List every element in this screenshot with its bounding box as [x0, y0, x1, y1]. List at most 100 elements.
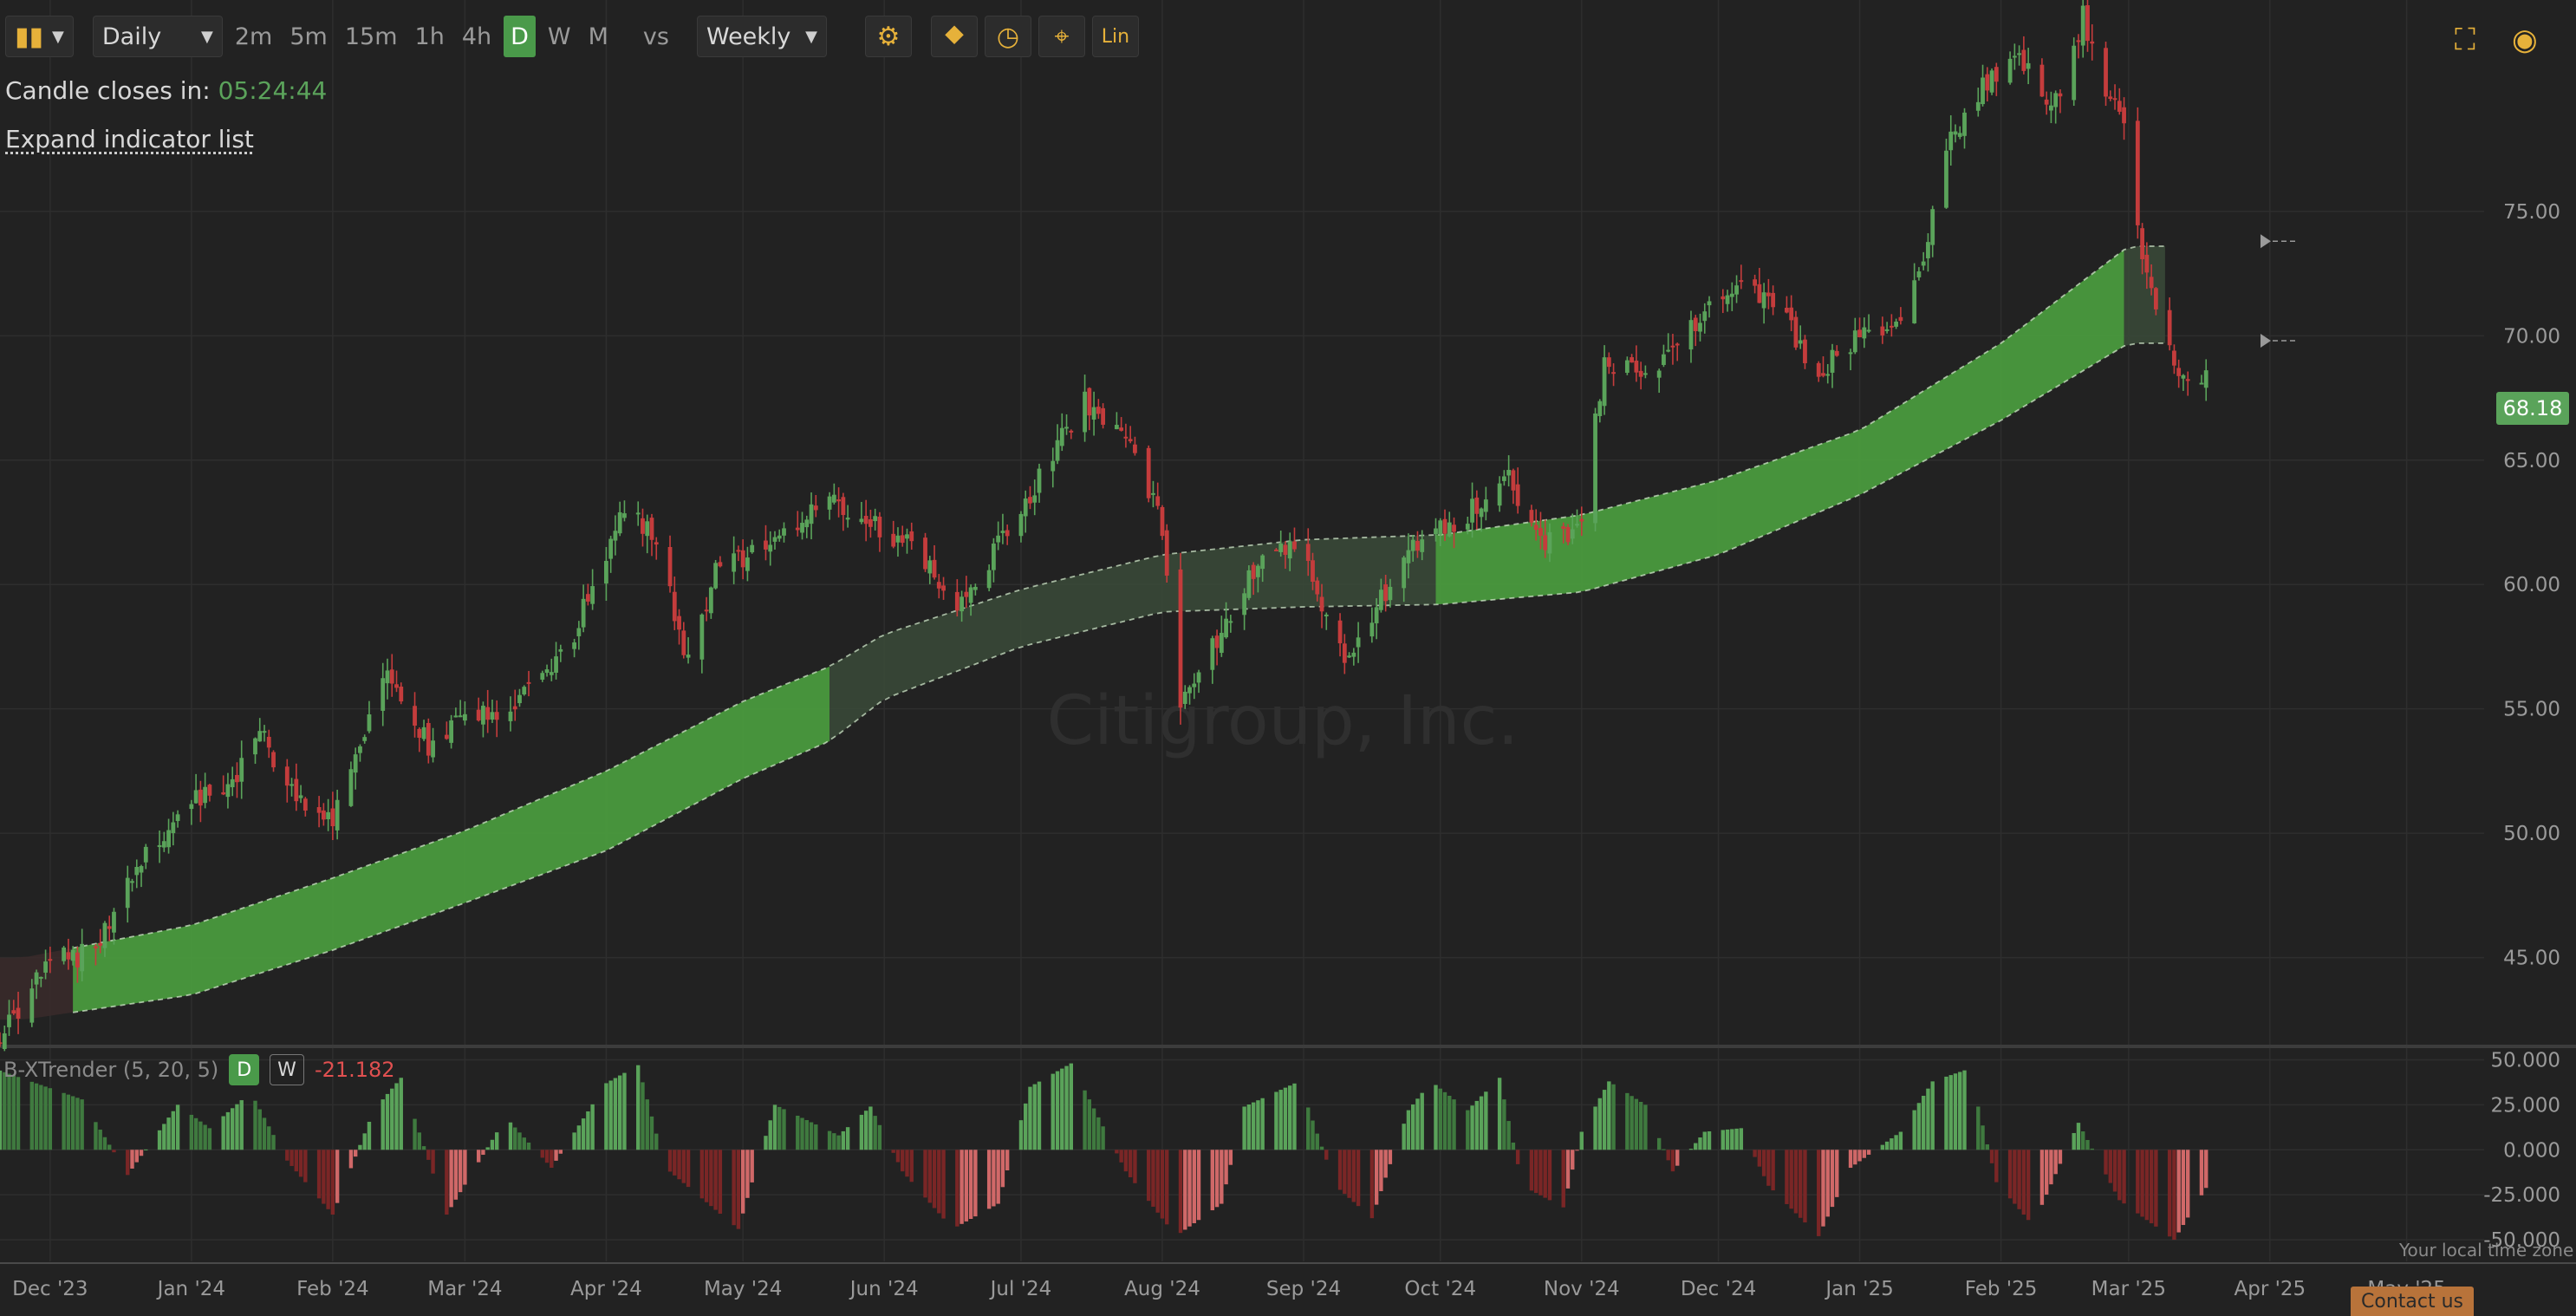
- oscillator-bar: [3, 1072, 7, 1150]
- x-tick-label: Apr '25: [2234, 1278, 2306, 1300]
- oscillator-bar: [544, 1150, 550, 1163]
- oscillator-bar: [417, 1132, 422, 1150]
- oscillator-bar: [1862, 1150, 1867, 1158]
- oscillator-bar: [481, 1150, 485, 1156]
- candle-body: [1192, 683, 1197, 687]
- oscillator-bar: [604, 1083, 608, 1150]
- timeframe-w[interactable]: W: [547, 23, 571, 50]
- oscillator-bar: [80, 1099, 84, 1150]
- timeframe-m[interactable]: M: [588, 23, 608, 50]
- oscillator-bar: [814, 1124, 818, 1150]
- oscillator-bar: [230, 1108, 235, 1150]
- candle-body: [1410, 539, 1415, 551]
- oscillator-bar: [1064, 1065, 1069, 1150]
- oscillator-bar: [239, 1100, 244, 1150]
- last-price-tag: 68.18: [2496, 392, 2569, 425]
- timeframe-4h[interactable]: 4h: [461, 23, 492, 50]
- oscillator-bar: [1789, 1150, 1793, 1209]
- candle-body: [330, 808, 335, 827]
- axes: 45.00 50.00 55.00 60.00 65.00 70.00 75.00 50.00…: [12, 201, 2560, 1300]
- indicators-button[interactable]: ⯁: [930, 16, 978, 57]
- oscillator-bar: [1151, 1150, 1155, 1207]
- candle-body: [1260, 555, 1265, 570]
- oscillator-bar: [964, 1150, 969, 1222]
- candle-body: [1101, 407, 1106, 425]
- oscillator-bar: [1055, 1071, 1060, 1150]
- candle-body: [1511, 470, 1516, 491]
- candle-body: [795, 527, 800, 531]
- candle-body: [959, 596, 964, 612]
- expand-indicator-link[interactable]: Expand indicator list: [5, 125, 254, 153]
- gear-icon: ⚙: [876, 21, 901, 52]
- candle-body: [1228, 621, 1233, 623]
- oscillator-bar: [2149, 1150, 2154, 1224]
- candle-body: [2153, 288, 2158, 309]
- oscillator-bar: [2172, 1150, 2176, 1241]
- oscillator-bar: [1670, 1150, 1675, 1172]
- candle-body: [66, 952, 71, 960]
- candle-body: [284, 766, 289, 786]
- candle-body: [207, 785, 212, 796]
- candle-body: [16, 1007, 21, 1020]
- crosshair-button[interactable]: ⌖: [1038, 16, 1085, 57]
- fullscreen-icon: ⛶: [2455, 23, 2475, 57]
- oscillator-bar: [2026, 1150, 2031, 1221]
- oscillator-bar: [572, 1132, 576, 1150]
- candle-body: [112, 911, 116, 933]
- oscillator-bar: [198, 1121, 203, 1150]
- candle-body: [2104, 48, 2108, 97]
- oscillator-bar: [1962, 1070, 1967, 1150]
- snapshot-button[interactable]: ◉: [2512, 23, 2538, 57]
- oscillator-bar: [2104, 1150, 2108, 1175]
- scale-button[interactable]: Lin: [1091, 16, 1139, 57]
- replay-button[interactable]: ◷: [984, 16, 1031, 57]
- y-tick-label: 75.00: [2503, 201, 2560, 224]
- candle-body: [517, 694, 522, 704]
- oscillator-bar: [162, 1124, 166, 1150]
- candle-body: [257, 731, 263, 742]
- interval-select[interactable]: Daily ▼: [92, 16, 223, 57]
- timeframe-d[interactable]: D: [504, 16, 536, 57]
- oscillator-bar: [681, 1150, 686, 1183]
- timeframe-5m[interactable]: 5m: [289, 23, 328, 50]
- oscillator-bar: [1793, 1150, 1799, 1214]
- candle-body: [7, 1014, 11, 1027]
- level-marker-arrow: [2261, 234, 2271, 249]
- indicator-d-button[interactable]: D: [229, 1054, 260, 1085]
- oscillator-bar: [1771, 1150, 1775, 1191]
- candle-body: [175, 814, 180, 822]
- candle-body: [1064, 427, 1069, 429]
- compare-select[interactable]: Weekly ▼: [696, 16, 827, 57]
- oscillator-bar: [1688, 1149, 1694, 1150]
- candle-body: [1547, 531, 1552, 554]
- chart-type-selector[interactable]: ▮▮ ▼: [5, 16, 74, 57]
- timeframe-1h[interactable]: 1h: [414, 23, 445, 50]
- candle-body: [203, 786, 208, 804]
- cloud-segment: [73, 666, 830, 1013]
- oscillator-bar: [901, 1150, 905, 1172]
- timeframe-15m[interactable]: 15m: [344, 23, 398, 50]
- candle-body: [1830, 349, 1835, 373]
- candle-body: [964, 591, 969, 597]
- timeframe-2m[interactable]: 2m: [234, 23, 273, 50]
- candle-body: [1757, 283, 1762, 303]
- fullscreen-button[interactable]: ⛶: [2455, 23, 2475, 57]
- candle-body: [1406, 550, 1411, 564]
- oscillator-bar: [1761, 1150, 1766, 1176]
- oscillator-bar: [1470, 1105, 1474, 1150]
- oscillator-bar: [1675, 1150, 1680, 1166]
- candle-body: [745, 557, 750, 571]
- contact-us-button[interactable]: Contact us: [2351, 1287, 2474, 1316]
- candle-body: [667, 546, 673, 587]
- oscillator-bar: [613, 1078, 618, 1150]
- candle-body: [2058, 93, 2063, 97]
- candle-body: [1624, 360, 1630, 374]
- settings-button[interactable]: ⚙: [864, 16, 912, 57]
- oscillator-bar: [235, 1104, 239, 1150]
- indicator-w-button[interactable]: W: [270, 1054, 304, 1085]
- candle-body: [608, 538, 614, 559]
- oscillator-bar: [289, 1150, 294, 1166]
- candle-body: [2185, 379, 2190, 381]
- candle-body: [900, 535, 905, 544]
